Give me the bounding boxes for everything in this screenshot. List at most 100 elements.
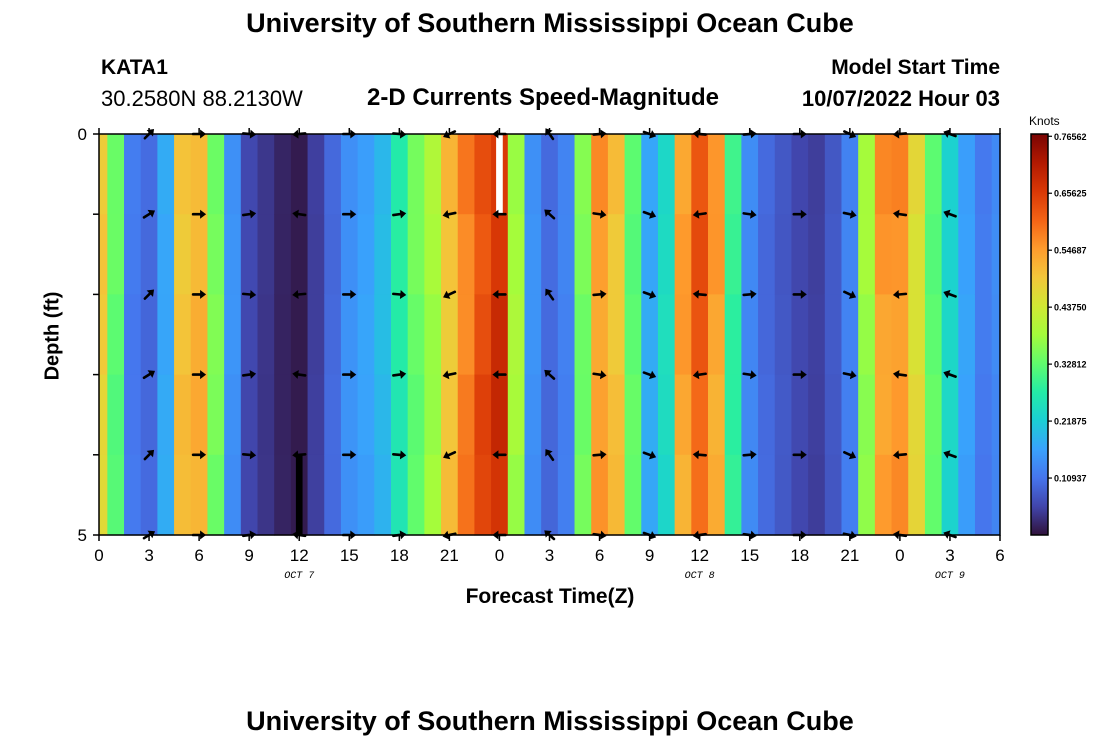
heatmap-cell bbox=[307, 454, 325, 536]
heatmap-cell bbox=[574, 454, 592, 536]
heatmap-cell bbox=[157, 294, 175, 376]
heatmap-cell bbox=[290, 294, 309, 376]
y-tick-label: 0 bbox=[78, 125, 87, 144]
heatmap-cell bbox=[357, 374, 375, 456]
heatmap-cell bbox=[924, 374, 943, 456]
x-tick-label: 3 bbox=[144, 546, 153, 565]
heatmap-cell bbox=[924, 454, 943, 536]
heatmap-cell bbox=[824, 294, 843, 376]
heatmap-cell bbox=[657, 214, 676, 295]
heatmap-cell bbox=[941, 134, 959, 215]
heatmap-cell bbox=[724, 214, 742, 295]
colorbar-tick-label: 0.65625 bbox=[1054, 189, 1087, 199]
heatmap-cell bbox=[457, 134, 476, 215]
heatmap-cell bbox=[858, 454, 876, 536]
heatmap-cell bbox=[374, 214, 392, 295]
heatmap-cell bbox=[207, 214, 225, 295]
missing-data-cell bbox=[496, 134, 503, 215]
current-arrow bbox=[692, 289, 707, 299]
heatmap-cell bbox=[924, 134, 943, 215]
x-tick-label: 15 bbox=[740, 546, 759, 565]
heatmap-cell bbox=[924, 214, 943, 295]
heatmap-cell bbox=[974, 454, 993, 536]
heatmap-cell bbox=[257, 134, 275, 215]
current-arrow-head bbox=[249, 209, 257, 219]
current-arrow bbox=[241, 370, 257, 379]
heatmap-cell bbox=[274, 294, 292, 376]
colorbar bbox=[1030, 133, 1049, 536]
heatmap-cell bbox=[174, 214, 192, 295]
heatmap-cell bbox=[307, 374, 325, 456]
heatmap-cell bbox=[708, 214, 726, 295]
current-arrow bbox=[341, 370, 357, 380]
heatmap-cell bbox=[674, 374, 692, 456]
heatmap-cell bbox=[174, 134, 192, 215]
current-arrow-head bbox=[892, 450, 900, 460]
heatmap-cell bbox=[457, 374, 476, 456]
heatmap-cell bbox=[674, 214, 692, 295]
current-arrow-head bbox=[848, 290, 857, 299]
heatmap-cell bbox=[708, 294, 726, 376]
heatmap-cell bbox=[390, 294, 409, 376]
current-arrow-head bbox=[146, 289, 155, 297]
current-arrow-head bbox=[350, 370, 357, 380]
current-arrow-head bbox=[249, 450, 257, 460]
current-arrow bbox=[492, 450, 507, 460]
heatmap-cell bbox=[357, 134, 375, 215]
current-arrow bbox=[592, 209, 607, 219]
heatmap-cell bbox=[524, 454, 542, 536]
current-arrow-head bbox=[147, 209, 156, 218]
heatmap-cell bbox=[157, 134, 175, 215]
heatmap-cell bbox=[891, 454, 909, 536]
current-arrow-head bbox=[544, 209, 552, 217]
current-arrow bbox=[642, 450, 657, 460]
heatmap-cell bbox=[591, 294, 609, 376]
x-tick-label: 12 bbox=[690, 546, 709, 565]
current-arrow bbox=[341, 289, 357, 299]
current-arrow bbox=[692, 450, 707, 460]
heatmap-cell bbox=[140, 214, 158, 295]
current-arrow-head bbox=[750, 450, 757, 460]
heatmap-cell bbox=[99, 134, 108, 215]
x-tick-label: 3 bbox=[945, 546, 954, 565]
heatmap-cell bbox=[274, 454, 292, 536]
current-arrow bbox=[742, 209, 757, 219]
current-arrow bbox=[642, 290, 657, 299]
current-arrow-head bbox=[545, 288, 553, 297]
current-arrow-head bbox=[892, 209, 900, 219]
heatmap-cell bbox=[791, 454, 809, 536]
heatmap-cell bbox=[974, 374, 993, 456]
heatmap-cell bbox=[474, 294, 492, 376]
heatmap-cell bbox=[174, 294, 192, 376]
current-arrow bbox=[544, 209, 556, 220]
current-arrow-head bbox=[892, 290, 900, 299]
current-arrow-head bbox=[200, 289, 207, 299]
current-arrow bbox=[545, 449, 555, 462]
heatmap-cell bbox=[641, 214, 659, 295]
heatmap-cell bbox=[99, 294, 108, 376]
heatmap-cell bbox=[557, 294, 576, 376]
current-arrow bbox=[592, 370, 607, 380]
current-arrow bbox=[392, 290, 407, 299]
current-arrow-head bbox=[350, 209, 357, 219]
heatmap-cell bbox=[858, 294, 876, 376]
current-arrow-head bbox=[943, 209, 951, 219]
heatmap-cell bbox=[824, 454, 843, 536]
current-arrow-head bbox=[200, 209, 207, 219]
heatmap-cell bbox=[991, 294, 1001, 376]
x-tick-label: 15 bbox=[340, 546, 359, 565]
current-arrow-head bbox=[600, 289, 607, 299]
heatmap-cell bbox=[507, 214, 526, 295]
heatmap-cell bbox=[324, 134, 342, 215]
current-arrow bbox=[443, 450, 457, 460]
heatmap-cell bbox=[474, 454, 492, 536]
current-arrow bbox=[143, 449, 155, 461]
heatmap-cell bbox=[340, 454, 359, 536]
current-arrow bbox=[442, 210, 457, 219]
heatmap-cell bbox=[958, 134, 976, 215]
x-tick-label: 21 bbox=[440, 546, 459, 565]
heatmap-cell bbox=[224, 374, 242, 456]
current-arrow-head bbox=[943, 289, 951, 299]
current-arrow bbox=[943, 209, 957, 219]
current-arrow bbox=[191, 289, 207, 299]
